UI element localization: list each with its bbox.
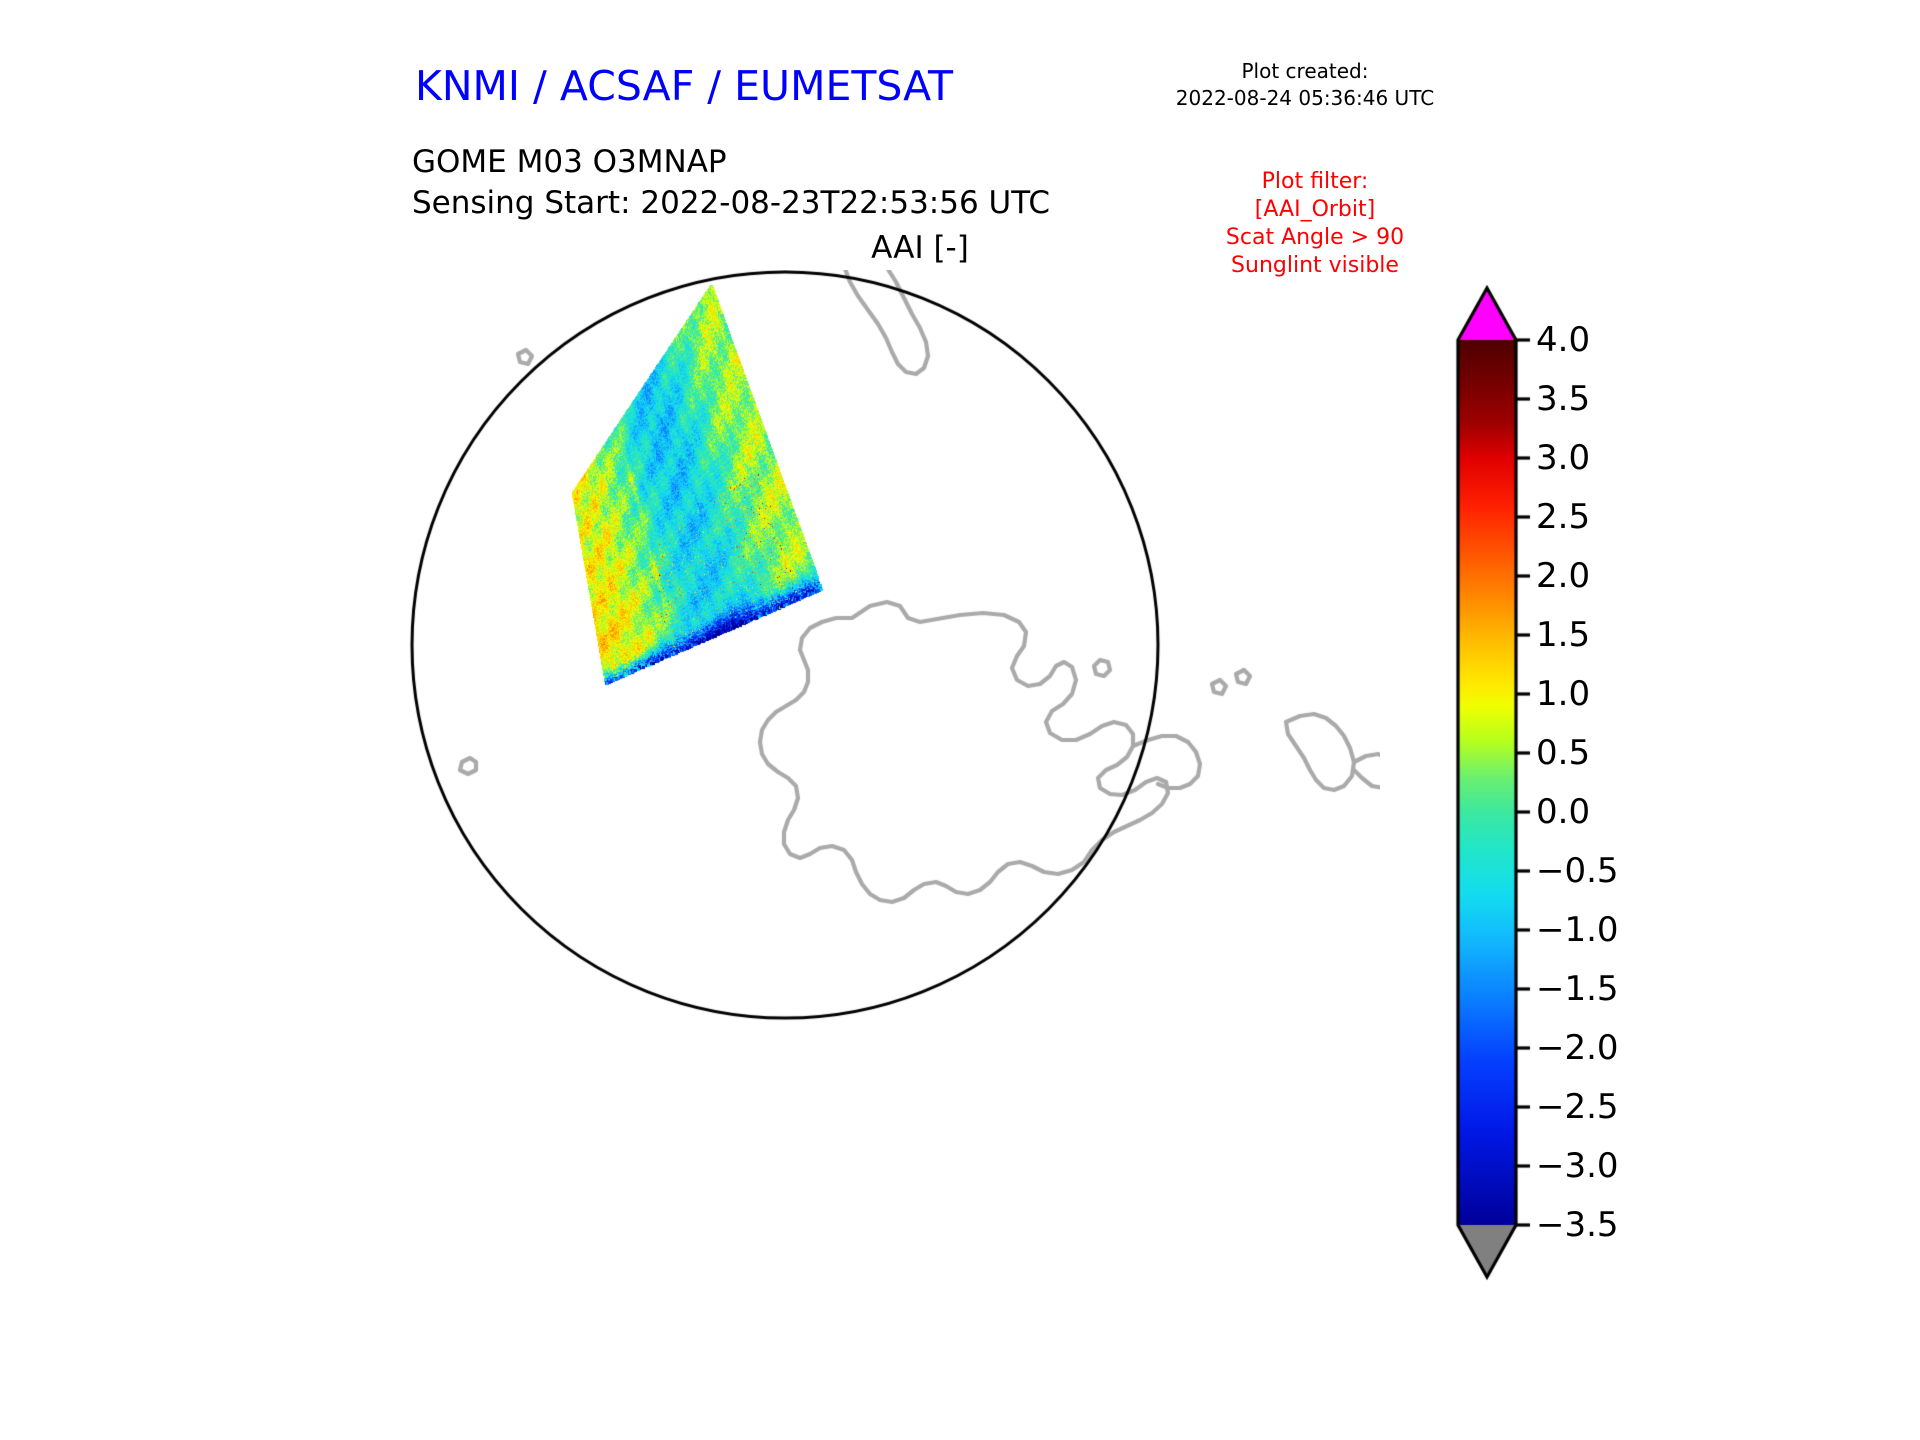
filter-line-0: Plot filter: [1261, 169, 1369, 194]
colorbar-tick-label: −3.0 [1536, 1146, 1619, 1186]
filter-line-2: Scat Angle > 90 [1225, 225, 1405, 251]
sensing-start-line: Sensing Start: 2022-08-23T22:53:56 UTC [412, 185, 1050, 222]
colorbar-tick-label: 3.0 [1536, 438, 1591, 478]
colorbar-tick-label: −2.0 [1536, 1028, 1619, 1068]
colorbar-tick-label: −1.0 [1536, 910, 1619, 950]
colorbar-tick-label: 0.0 [1536, 792, 1591, 832]
plot-created-label: Plot created: [1241, 59, 1369, 83]
colorbar: 4.0 3.5 3.0 2.5 2.0 1.5 1.0 0.5 0.0 −0.5 −1.0 −1.5 −… [1440, 280, 1740, 1320]
colorbar-tick-label: −0.5 [1536, 851, 1619, 891]
colorbar-tick-label: 2.0 [1536, 556, 1591, 596]
colorbar-tick-label: 2.5 [1536, 497, 1591, 537]
colorbar-tick-label: 1.5 [1536, 615, 1591, 655]
colorbar-tick-label: 0.5 [1536, 733, 1591, 773]
instrument-line: GOME M03 O3MNAP [412, 144, 727, 180]
polar-map-plot [400, 270, 1380, 1330]
plot-created-value: 2022-08-24 05:36:46 UTC [1175, 86, 1435, 110]
plot-axis-title: AAI [-] [871, 230, 969, 266]
colorbar-tick-label: 4.0 [1536, 320, 1591, 360]
filter-line-1: [AAI_Orbit] [1254, 197, 1376, 223]
colorbar-tick-label: 3.5 [1536, 379, 1591, 419]
colorbar-tick-label: −1.5 [1536, 969, 1619, 1009]
plot-filter-block: Plot filter: [AAI_Orbit] Scat Angle > 90… [1180, 168, 1450, 281]
organization-title: KNMI / ACSAF / EUMETSAT [415, 62, 954, 110]
colorbar-tick-label: −3.5 [1536, 1205, 1619, 1245]
colorbar-tick-label: −2.5 [1536, 1087, 1619, 1127]
colorbar-tick-label: 1.0 [1536, 674, 1591, 714]
colorbar-gradient [1440, 280, 1740, 1320]
dataset-meta-block: GOME M03 O3MNAP Sensing Start: 2022-08-2… [412, 142, 1050, 224]
plot-created-block: Plot created: 2022-08-24 05:36:46 UTC [1160, 58, 1450, 112]
